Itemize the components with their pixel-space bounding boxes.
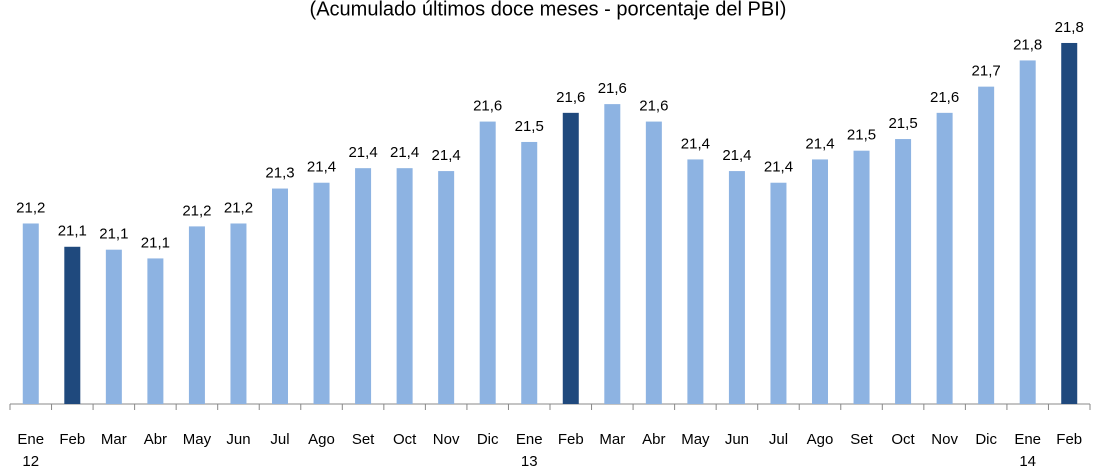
chart-title: (Acumulado últimos doce meses - porcenta… xyxy=(310,0,787,20)
bar xyxy=(521,141,538,404)
bar xyxy=(438,171,455,404)
value-label: 21,4 xyxy=(432,147,461,164)
x-tick-label: Feb xyxy=(1056,431,1082,448)
x-tick-label: Jul xyxy=(270,431,289,448)
value-label: 21,4 xyxy=(348,144,377,161)
bar xyxy=(1019,60,1036,404)
x-tick-label: Oct xyxy=(891,431,915,448)
x-tick-label: Nov xyxy=(433,431,460,448)
bar xyxy=(687,159,704,404)
value-label: 21,2 xyxy=(182,202,211,219)
bar xyxy=(188,226,205,404)
x-tick-label: Jun xyxy=(226,431,250,448)
x-tick-label: Ene 13 xyxy=(516,431,543,470)
value-label: 21,4 xyxy=(681,135,710,152)
x-tick-label: Jul xyxy=(769,431,788,448)
bar xyxy=(562,112,579,404)
bar xyxy=(978,86,995,405)
bar xyxy=(396,168,413,404)
bar xyxy=(936,112,953,404)
x-tick-label: Abr xyxy=(144,431,167,448)
value-label: 21,6 xyxy=(473,98,502,115)
x-tick-label: Ene 12 xyxy=(17,431,44,470)
x-tick-label: Nov xyxy=(931,431,958,448)
value-label: 21,2 xyxy=(224,199,253,216)
value-label: 21,1 xyxy=(141,234,170,251)
x-tick-label: Feb xyxy=(558,431,584,448)
bar xyxy=(355,168,372,404)
value-label: 21,1 xyxy=(99,226,128,243)
value-label: 21,8 xyxy=(1013,36,1042,53)
bar xyxy=(22,223,39,404)
bar xyxy=(313,182,330,404)
bar xyxy=(895,139,912,405)
x-tick-label: Feb xyxy=(59,431,85,448)
value-label: 21,3 xyxy=(265,165,294,182)
bar xyxy=(230,223,247,404)
value-label: 21,6 xyxy=(930,89,959,106)
value-label: 21,6 xyxy=(556,89,585,106)
bar xyxy=(1061,42,1078,404)
x-tick-label: Dic xyxy=(975,431,997,448)
x-tick-label: Set xyxy=(352,431,375,448)
value-label: 21,5 xyxy=(847,127,876,144)
bar xyxy=(728,171,745,404)
bar xyxy=(853,150,870,404)
value-label: 21,4 xyxy=(722,147,751,164)
x-tick-label: Mar xyxy=(101,431,127,448)
value-label: 21,4 xyxy=(764,159,793,176)
x-tick-label: Mar xyxy=(599,431,625,448)
x-tick-label: May xyxy=(681,431,710,448)
value-label: 21,5 xyxy=(888,115,917,132)
x-tick-label: Ago xyxy=(308,431,335,448)
x-tick-label: Abr xyxy=(642,431,665,448)
bar xyxy=(812,159,828,404)
value-label: 21,4 xyxy=(390,144,419,161)
bar xyxy=(604,104,621,404)
value-label: 21,6 xyxy=(598,80,627,97)
value-label: 21,8 xyxy=(1055,19,1084,36)
x-tick-label: May xyxy=(183,431,212,448)
x-tick-label: Ene 14 xyxy=(1014,431,1041,470)
bar xyxy=(105,249,122,404)
value-label: 21,2 xyxy=(16,199,45,216)
bar xyxy=(770,182,787,404)
value-label: 21,6 xyxy=(639,98,668,115)
x-tick-label: Ago xyxy=(807,431,834,448)
bar xyxy=(147,258,164,404)
x-tick-label: Jun xyxy=(725,431,749,448)
bar xyxy=(64,246,81,404)
bar xyxy=(272,188,288,404)
bar xyxy=(479,121,496,404)
value-label: 21,5 xyxy=(515,118,544,135)
value-label: 21,7 xyxy=(972,63,1001,80)
bar xyxy=(645,121,662,404)
x-tick-label: Oct xyxy=(393,431,417,448)
value-label: 21,4 xyxy=(307,159,336,176)
value-label: 21,4 xyxy=(805,135,834,152)
x-tick-label: Set xyxy=(850,431,873,448)
value-label: 21,1 xyxy=(58,223,87,240)
x-tick-label: Dic xyxy=(477,431,499,448)
